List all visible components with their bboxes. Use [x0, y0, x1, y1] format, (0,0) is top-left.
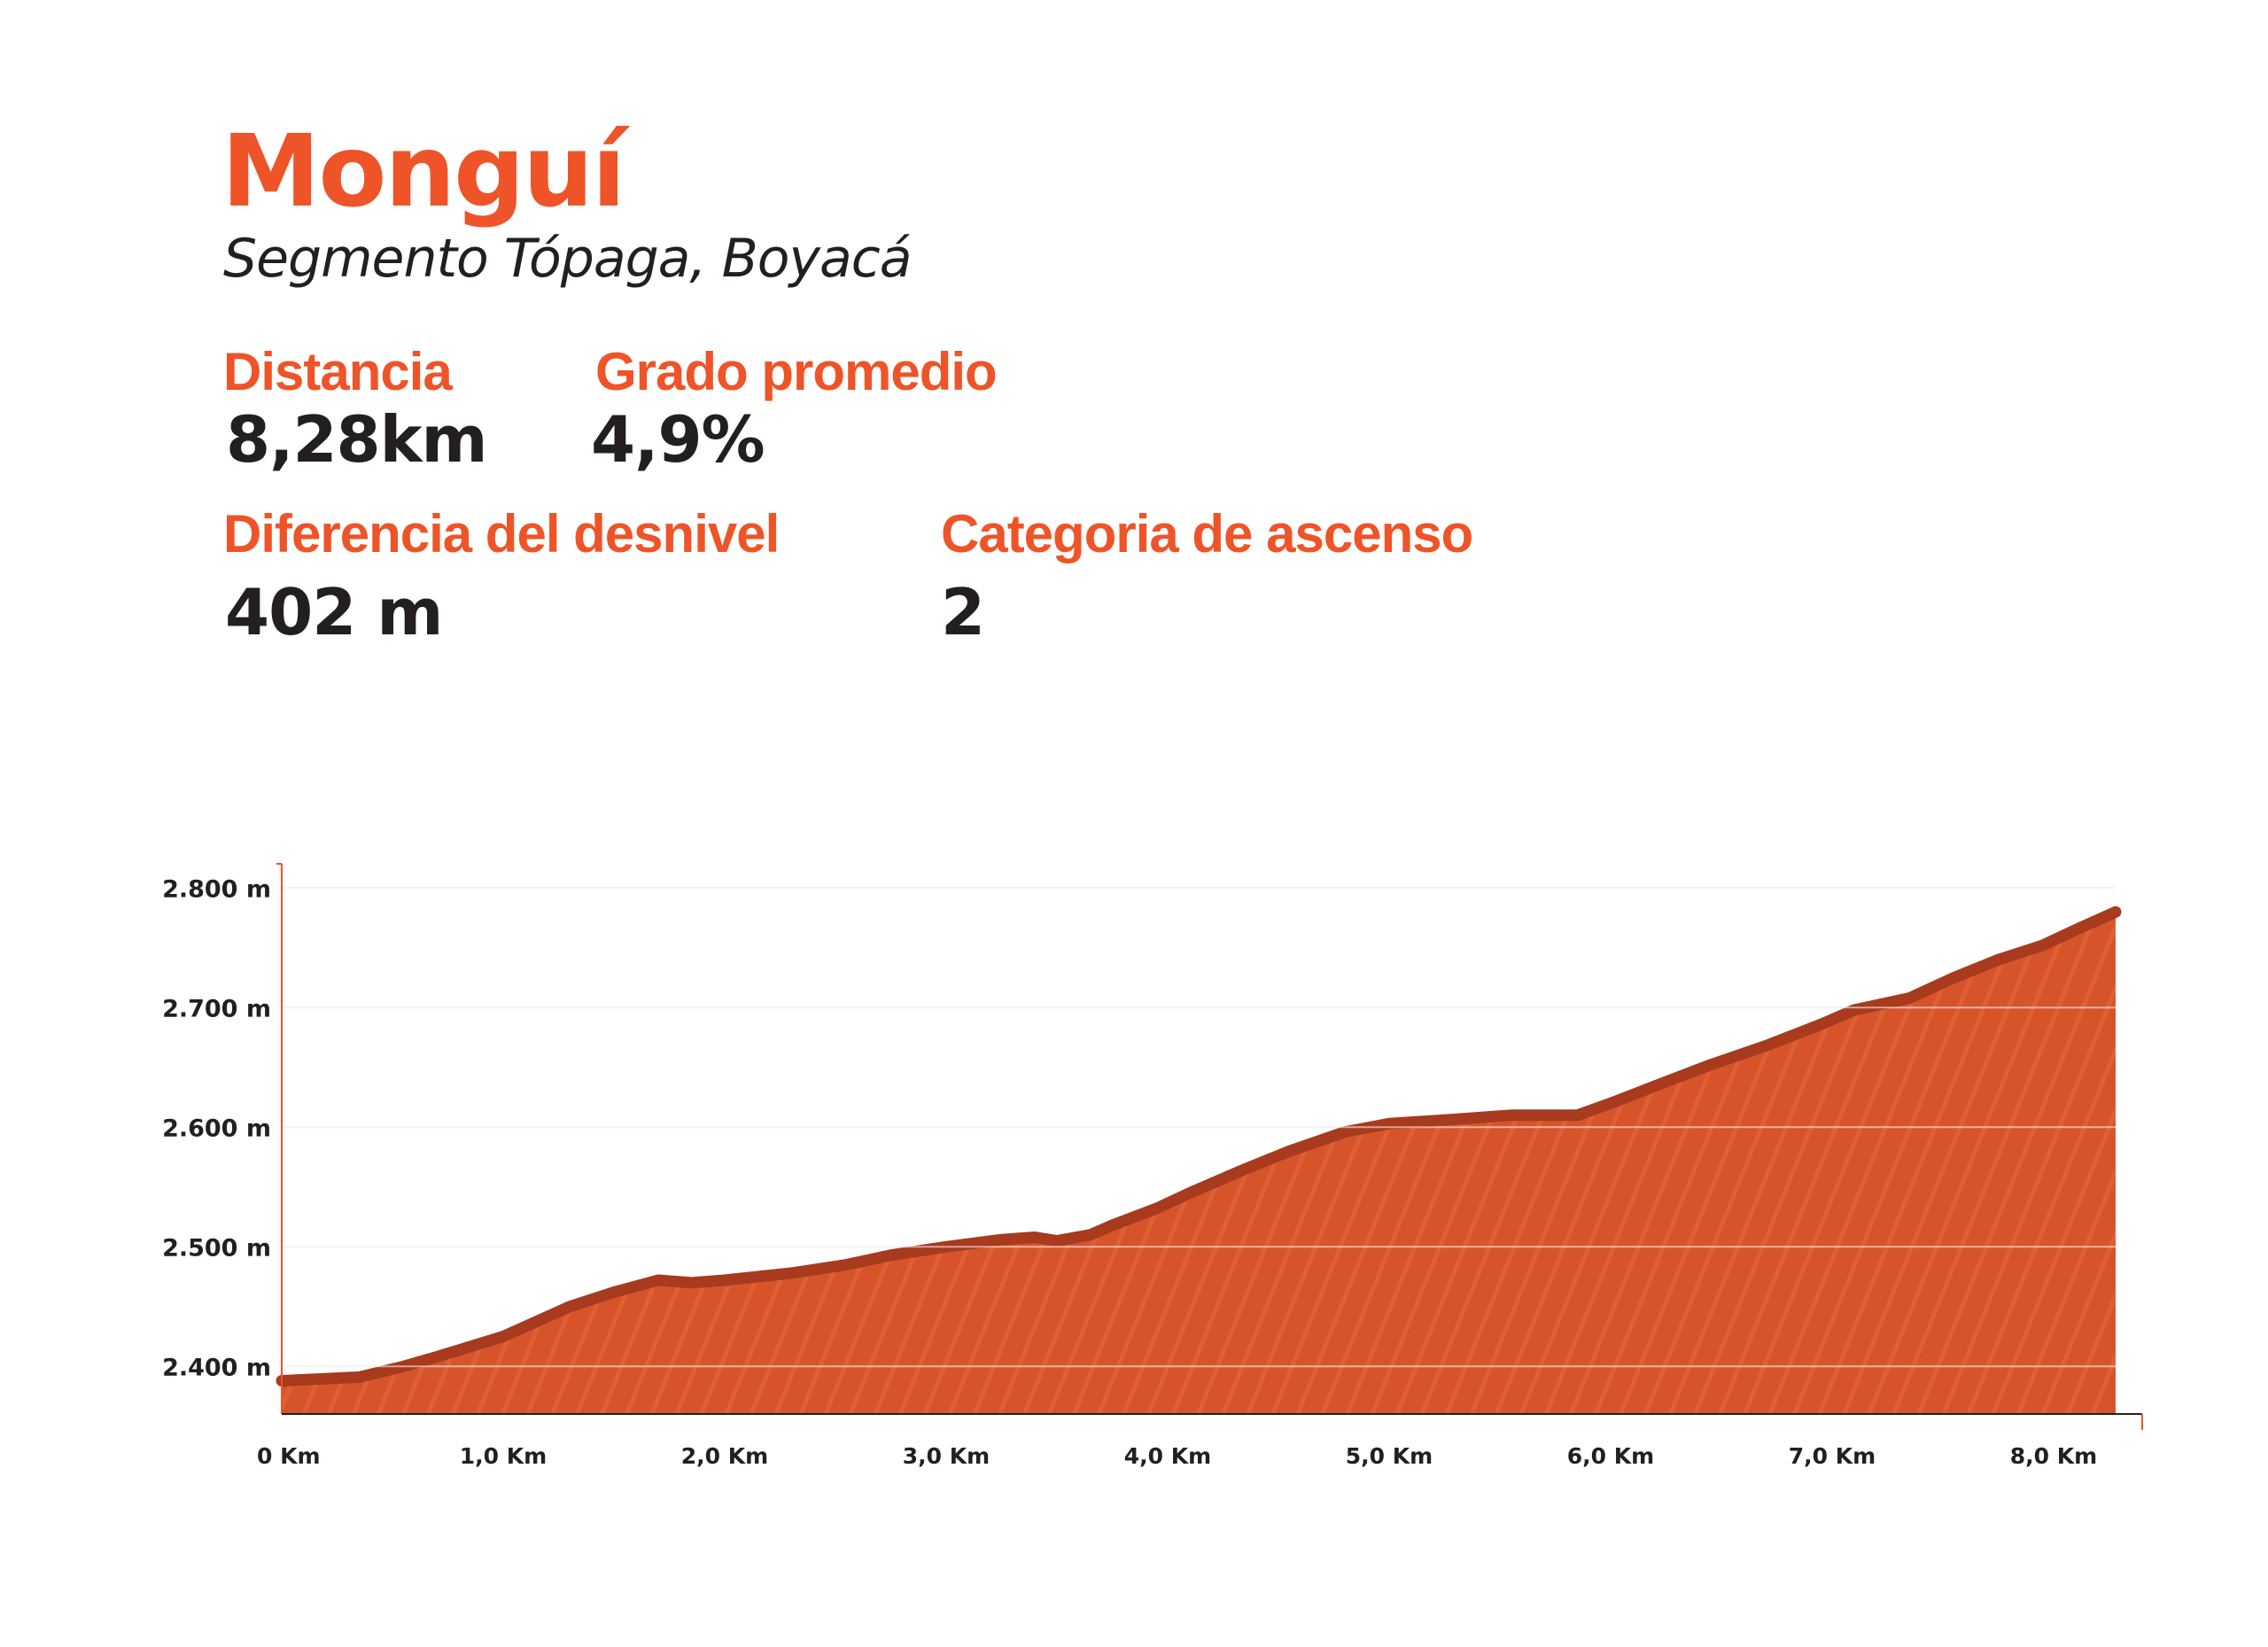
y-tick-label-1: 2.500 m	[162, 1234, 271, 1262]
elevation-value: 402 m	[225, 575, 443, 649]
y-tick-label-3: 2.700 m	[162, 995, 271, 1022]
x-tick-label-8: 8,0 Km	[2010, 1443, 2097, 1469]
elevation-area	[282, 912, 2116, 1414]
x-tick-label-1: 1,0 Km	[460, 1443, 547, 1469]
y-tick-label-0: 2.400 m	[162, 1354, 271, 1381]
grade-label: Grado promedio	[595, 342, 998, 401]
distance-label: Distancia	[223, 342, 453, 401]
x-tick-label-6: 6,0 Km	[1567, 1443, 1654, 1469]
x-tick-label-2: 2,0 Km	[681, 1443, 768, 1469]
x-tick-label-5: 5,0 Km	[1346, 1443, 1433, 1469]
elevation-line	[276, 905, 2122, 1387]
area-layer	[276, 887, 2122, 1414]
distance-value: 8,28km	[226, 402, 488, 477]
category-label: Categoria de ascenso	[941, 504, 1473, 563]
y-tick-label-2: 2.600 m	[162, 1115, 271, 1142]
y-tick-label-4: 2.800 m	[162, 875, 271, 903]
x-tick-label-4: 4,0 Km	[1124, 1443, 1211, 1469]
y-tick-labels: 2.400 m 2.500 m 2.600 m 2.700 m 2.800 m	[162, 875, 271, 1381]
grade-value: 4,9%	[591, 402, 765, 477]
x-tick-label-7: 7,0 Km	[1789, 1443, 1876, 1469]
category-value: 2	[941, 575, 985, 649]
x-tick-label-3: 3,0 Km	[903, 1443, 990, 1469]
axes	[276, 863, 2143, 1430]
elevation-label: Diferencia del desnivel	[223, 504, 780, 563]
x-tick-labels: 0 Km 1,0 Km 2,0 Km 3,0 Km 4,0 Km 5,0 Km 6,0 Km…	[257, 1443, 2097, 1469]
page-title: Monguí	[221, 114, 625, 229]
page-subtitle: Segmento Tópaga, Boyacá	[223, 228, 912, 290]
x-tick-label-0: 0 Km	[257, 1443, 321, 1469]
